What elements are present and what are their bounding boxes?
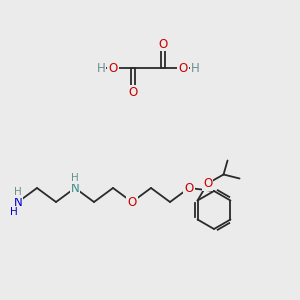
- Text: H: H: [14, 187, 22, 197]
- Text: O: O: [203, 177, 212, 190]
- Text: H: H: [71, 173, 79, 183]
- Text: O: O: [108, 61, 118, 74]
- Text: O: O: [128, 85, 138, 98]
- Text: O: O: [158, 38, 168, 50]
- Text: O: O: [128, 196, 136, 208]
- Text: O: O: [184, 182, 194, 194]
- Text: H: H: [190, 61, 200, 74]
- Text: N: N: [14, 196, 22, 208]
- Text: H: H: [97, 61, 105, 74]
- Text: N: N: [70, 182, 80, 194]
- Text: H: H: [10, 207, 18, 217]
- Text: O: O: [178, 61, 188, 74]
